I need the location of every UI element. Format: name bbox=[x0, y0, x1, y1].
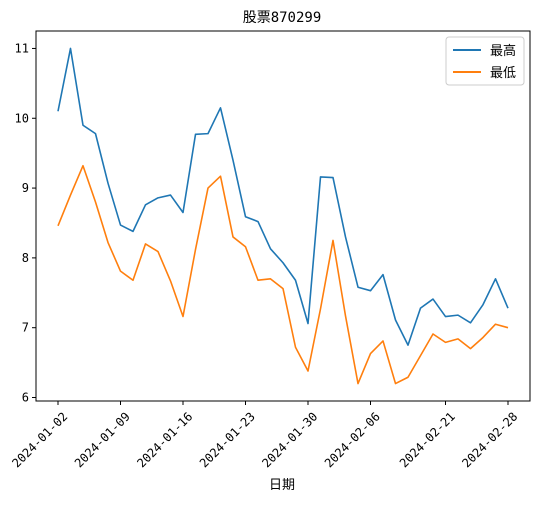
plot-area bbox=[35, 30, 531, 402]
x-tick-label: 2024-01-02 bbox=[9, 409, 70, 470]
x-axis: 2024-01-02 2024-01-09 2024-01-16 2024-01-23… bbox=[9, 401, 520, 470]
y-tick-label: 10 bbox=[15, 111, 29, 125]
series-line-low bbox=[57, 164, 509, 385]
y-axis: 6 7 8 9 10 11 bbox=[15, 41, 36, 405]
x-axis-label: 日期 bbox=[269, 478, 295, 493]
x-tick-label: 2024-01-16 bbox=[134, 409, 195, 470]
legend: 最高 最低 bbox=[445, 36, 525, 86]
y-tick-label: 9 bbox=[22, 181, 29, 195]
series-line-high bbox=[57, 47, 509, 346]
chart-title: 股票870299 bbox=[243, 10, 322, 26]
x-tick-label: 2024-02-06 bbox=[322, 409, 383, 470]
y-tick-label: 7 bbox=[22, 321, 29, 335]
y-tick-label: 11 bbox=[15, 41, 29, 55]
plot-frame bbox=[35, 30, 531, 402]
x-tick-label: 2024-02-21 bbox=[397, 409, 458, 470]
x-tick-label: 2024-01-09 bbox=[72, 409, 133, 470]
legend-label-low: 最低 bbox=[490, 66, 516, 81]
y-tick-label: 6 bbox=[22, 391, 29, 405]
y-tick-label: 8 bbox=[22, 251, 29, 265]
series-layer bbox=[57, 47, 509, 385]
x-tick-label: 2024-02-28 bbox=[459, 409, 520, 470]
x-tick-label: 2024-01-30 bbox=[259, 409, 320, 470]
legend-label-high: 最高 bbox=[490, 43, 516, 59]
x-tick-label: 2024-01-23 bbox=[197, 409, 258, 470]
